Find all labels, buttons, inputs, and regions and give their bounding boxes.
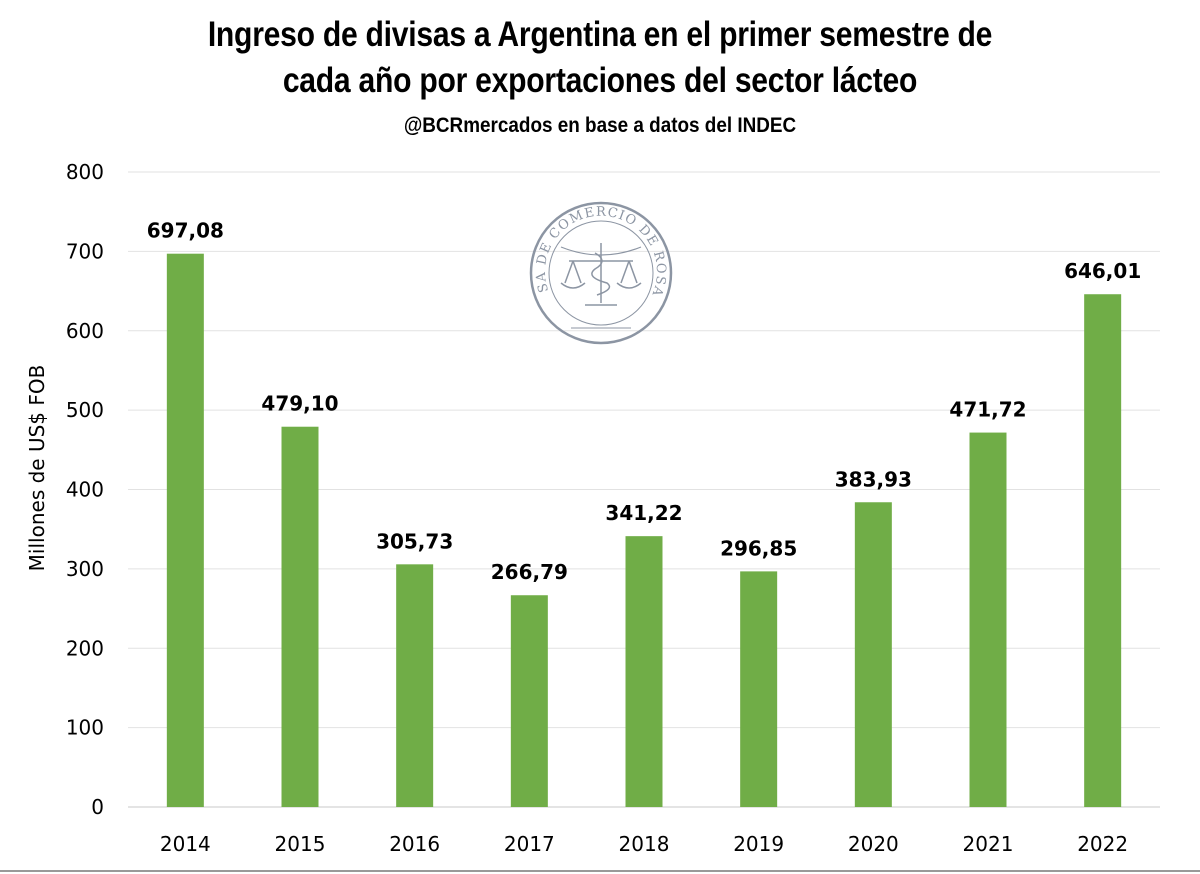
bar-2015: [281, 426, 319, 807]
chart-title: Ingreso de divisas a Argentina en el pri…: [84, 12, 1116, 104]
y-tick-label: 400: [66, 478, 104, 502]
chart-title-line-2: cada año por exportaciones del sector lá…: [282, 61, 918, 100]
bars: [166, 253, 1122, 807]
chart-title-line-1: Ingreso de divisas a Argentina en el pri…: [207, 15, 993, 54]
data-label-2015: 479,10: [261, 392, 338, 416]
y-tick-label: 700: [66, 239, 104, 263]
chart-subtitle: @BCRmercados en base a datos del INDEC: [403, 114, 797, 137]
x-tick-label-2022: 2022: [1077, 832, 1128, 856]
data-label-2016: 305,73: [376, 529, 453, 553]
x-tick-label-2019: 2019: [733, 832, 784, 856]
y-tick-label: 100: [66, 716, 104, 740]
bar-2014: [166, 253, 204, 807]
y-axis-ticks: 0 100 200 300 400 500 600 700 800: [66, 160, 104, 819]
data-label-2014: 697,08: [147, 219, 224, 243]
bar-2020: [854, 502, 892, 807]
y-tick-label: 0: [91, 795, 104, 819]
bolsa-logo-watermark: BOLSA DE COMERCIO DE ROSARIO: [529, 201, 673, 345]
data-label-2022: 646,01: [1064, 259, 1141, 283]
bar-2017: [510, 595, 548, 807]
bar-2016: [396, 564, 434, 807]
data-label-2018: 341,22: [605, 501, 682, 525]
x-tick-label-2020: 2020: [848, 832, 899, 856]
y-tick-label: 800: [66, 160, 104, 184]
x-axis-ticks: 2014 2015 2016 2017 2018 2019 2020 2021 2022: [160, 832, 1128, 856]
x-tick-label-2015: 2015: [275, 832, 326, 856]
data-labels: 697,08 479,10 305,73 266,79 341,22 296,85 383,…: [147, 219, 1142, 585]
y-tick-label: 300: [66, 557, 104, 581]
data-label-2021: 471,72: [949, 398, 1026, 422]
data-label-2017: 266,79: [491, 560, 568, 584]
y-axis-label: Millones de US$ FOB: [25, 365, 49, 572]
y-tick-label: 200: [66, 636, 104, 660]
bar-2018: [625, 536, 663, 807]
x-tick-label-2018: 2018: [619, 832, 670, 856]
x-tick-label-2017: 2017: [504, 832, 555, 856]
x-tick-label-2016: 2016: [389, 832, 440, 856]
bar-2022: [1084, 294, 1122, 807]
x-tick-label-2021: 2021: [963, 832, 1014, 856]
bar-2019: [740, 571, 778, 807]
bar-2021: [969, 432, 1007, 807]
y-tick-label: 600: [66, 319, 104, 343]
x-tick-label-2014: 2014: [160, 832, 211, 856]
data-label-2020: 383,93: [835, 467, 912, 491]
y-tick-label: 500: [66, 398, 104, 422]
scales-icon: [560, 243, 642, 329]
data-label-2019: 296,85: [720, 536, 797, 560]
